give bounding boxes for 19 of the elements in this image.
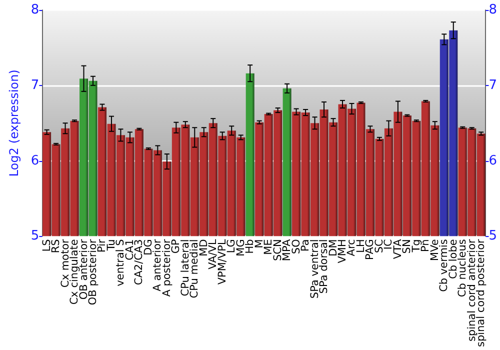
x-tick-label: Tg <box>410 239 422 254</box>
x-tick-label: spinal cord posterior <box>475 238 488 348</box>
y-tick-label: 7 <box>30 78 40 93</box>
x-tick-label: A posterior <box>160 238 173 297</box>
y2-tick-label: 7 <box>488 78 498 93</box>
y-tick-label: 5 <box>30 228 40 244</box>
y-tick-label: 8 <box>30 2 40 18</box>
y2-tick-label: 8 <box>488 2 498 18</box>
y2-tick-label: 5 <box>488 228 498 244</box>
x-tick-label: MVe <box>428 239 441 262</box>
x-tick-label: DG <box>142 239 154 256</box>
y2-tick-label: 6 <box>488 153 498 168</box>
y-axis-title: Log2 (expression) <box>7 70 21 177</box>
x-tick-label: RS <box>50 238 62 254</box>
x-tick-label: Cb lobe <box>447 239 460 279</box>
x-tick-label: OB posterior <box>86 238 99 306</box>
y-tick-label: 6 <box>30 153 40 168</box>
x-tick-label: Pa <box>300 239 312 252</box>
x-tick-label: GP <box>170 239 182 254</box>
